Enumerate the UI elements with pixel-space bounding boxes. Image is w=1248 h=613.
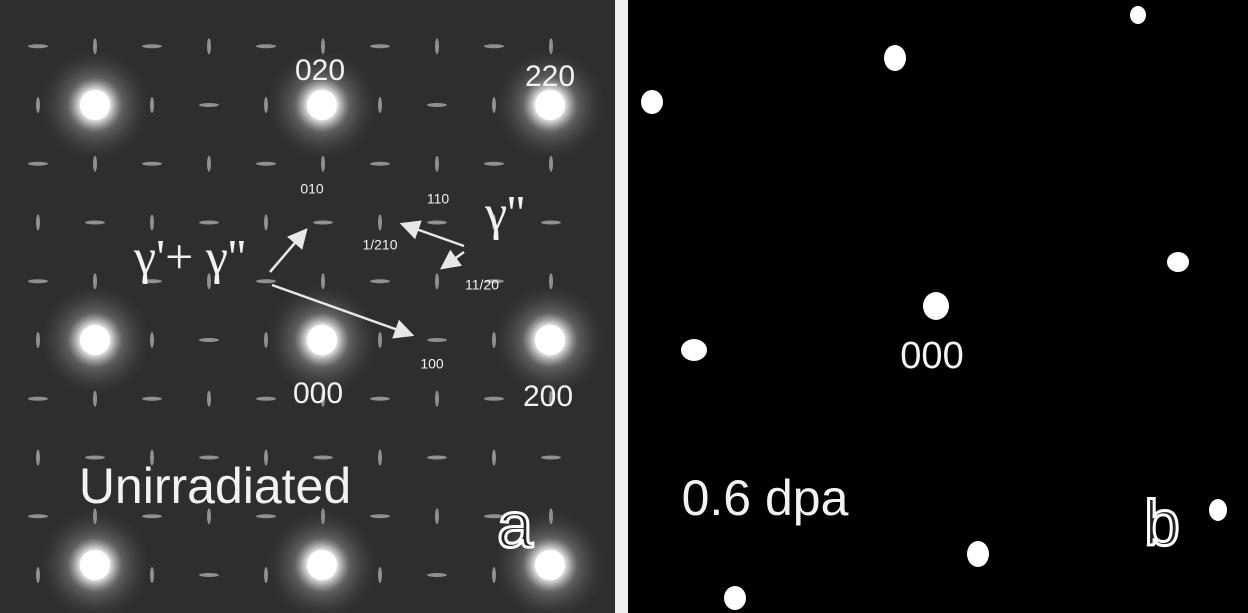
streak <box>256 514 276 518</box>
streak <box>435 156 439 172</box>
main-spot-core <box>80 325 110 355</box>
divider <box>615 0 628 613</box>
index-label: 010 <box>300 181 324 197</box>
phase-label: γ'' <box>484 184 525 240</box>
streak <box>427 573 447 577</box>
streak <box>36 332 40 348</box>
streak <box>427 456 447 460</box>
streak <box>28 514 48 518</box>
streak <box>28 279 48 283</box>
main-spot-core <box>80 90 110 120</box>
streak <box>484 162 504 166</box>
index-label: 000 <box>293 377 343 410</box>
streak <box>370 397 390 401</box>
streak <box>492 450 496 466</box>
panel-letter: a <box>497 489 533 561</box>
streak <box>427 221 447 225</box>
streak <box>207 391 211 407</box>
main-spot-core <box>80 550 110 580</box>
streak <box>435 273 439 289</box>
main-spot-core <box>307 325 337 355</box>
index-label: 000 <box>900 335 963 377</box>
streak <box>484 397 504 401</box>
condition-label: Unirradiated <box>79 458 351 514</box>
streak <box>435 38 439 54</box>
streak <box>256 162 276 166</box>
streak <box>435 508 439 524</box>
streak <box>28 44 48 48</box>
index-label: 1/210 <box>362 237 397 253</box>
streak <box>435 391 439 407</box>
streak <box>207 38 211 54</box>
streak <box>264 215 268 231</box>
streak <box>370 514 390 518</box>
streak <box>378 332 382 348</box>
streak <box>370 162 390 166</box>
streak <box>142 397 162 401</box>
streak <box>370 44 390 48</box>
index-label: 200 <box>523 380 573 413</box>
streak <box>199 221 219 225</box>
figure: 020 220 010 110 1/210 11/20 100 000 200 … <box>0 0 1248 613</box>
streak <box>427 103 447 107</box>
phase-label: γ'+ γ'' <box>133 228 246 284</box>
streak <box>207 156 211 172</box>
streak <box>370 279 390 283</box>
streak <box>541 456 561 460</box>
streak <box>199 573 219 577</box>
index-label: 220 <box>525 60 575 93</box>
index-label: 020 <box>295 54 345 87</box>
streak <box>150 97 154 113</box>
streak <box>378 450 382 466</box>
main-spot-core <box>307 90 337 120</box>
streak <box>541 221 561 225</box>
index-label: 11/20 <box>465 277 499 293</box>
main-spot-core <box>535 550 565 580</box>
streak <box>484 44 504 48</box>
streak <box>36 97 40 113</box>
condition-label: 0.6 dpa <box>682 470 849 526</box>
streak <box>378 567 382 583</box>
streak <box>256 279 276 283</box>
streak <box>36 215 40 231</box>
streak <box>36 450 40 466</box>
streak <box>256 44 276 48</box>
streak <box>427 338 447 342</box>
main-spot-core <box>535 325 565 355</box>
streak <box>199 338 219 342</box>
index-label: 100 <box>420 356 444 372</box>
streak <box>378 97 382 113</box>
streak <box>313 221 333 225</box>
streak <box>142 514 162 518</box>
main-spot-core <box>307 550 337 580</box>
streak <box>142 162 162 166</box>
streak <box>28 162 48 166</box>
streak <box>256 397 276 401</box>
main-spot-core <box>535 90 565 120</box>
streak <box>150 567 154 583</box>
streak <box>142 44 162 48</box>
streak <box>36 567 40 583</box>
streak <box>199 103 219 107</box>
index-label: 110 <box>427 191 450 207</box>
panel-letter: b <box>1144 487 1180 559</box>
streak <box>378 215 382 231</box>
streak <box>28 397 48 401</box>
streak <box>85 221 105 225</box>
streak <box>150 332 154 348</box>
